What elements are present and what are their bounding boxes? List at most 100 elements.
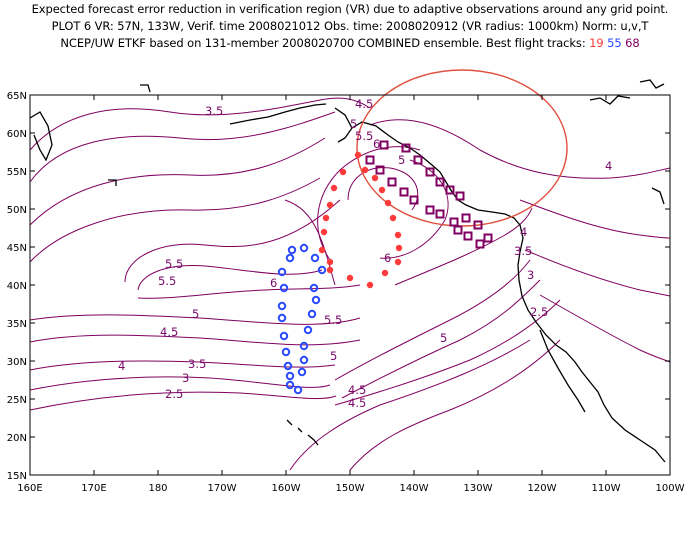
track-68-marker bbox=[455, 191, 465, 201]
header-line-3-text: NCEP/UW ETKF based on 131-member 2008020… bbox=[60, 36, 590, 50]
contour-line bbox=[394, 207, 533, 286]
latitude-axis: 65N 60N 55N 50N 45N 40N 35N 30N 25N 20N 15N bbox=[7, 91, 670, 482]
track-68-marker bbox=[453, 225, 463, 235]
contour-label: 6 bbox=[384, 251, 391, 265]
track-19-marker bbox=[394, 231, 402, 239]
track-19-marker bbox=[371, 174, 379, 182]
track-19-marker bbox=[320, 228, 328, 236]
track-68-marker bbox=[445, 185, 455, 195]
track-68-marker bbox=[425, 205, 435, 215]
coastline-kamchatka bbox=[29, 111, 53, 162]
contour-label: 5 bbox=[440, 331, 447, 345]
coastline-aleutians bbox=[229, 103, 327, 125]
header-line-1: Expected forecast error reduction in ver… bbox=[31, 2, 669, 16]
contour-label: 4.5 bbox=[355, 97, 373, 111]
track-19-marker bbox=[395, 244, 403, 252]
track-55-marker bbox=[285, 253, 295, 263]
contour-label: 5 bbox=[398, 153, 405, 167]
contour-line bbox=[369, 119, 671, 179]
lon-label: 170W bbox=[208, 483, 237, 494]
contour-line bbox=[334, 299, 561, 406]
contour-line bbox=[29, 314, 361, 325]
lat-label: 55N bbox=[7, 167, 27, 178]
contour-line bbox=[519, 199, 671, 239]
contour-line bbox=[29, 177, 321, 263]
contour-label: 4 bbox=[605, 159, 612, 173]
lat-label: 35N bbox=[7, 319, 27, 330]
contour-label: 6 bbox=[373, 137, 380, 151]
header-line-2: PLOT 6 VR: 57N, 133W, Verif. time 200802… bbox=[51, 19, 649, 33]
lon-label: 180 bbox=[148, 483, 167, 494]
track-19-marker bbox=[394, 258, 402, 266]
track-68-label: 68 bbox=[625, 36, 640, 50]
contour-label: 4 bbox=[520, 225, 527, 239]
contour-line bbox=[29, 376, 331, 391]
contour-label: 5.5 bbox=[158, 274, 176, 288]
contour-line bbox=[379, 159, 449, 259]
contour-labels: 3.5 4.555.565 45.55.565.554.54 3.532.554.54… bbox=[118, 97, 612, 410]
track-68-marker bbox=[425, 167, 435, 177]
track-68-marker bbox=[435, 209, 445, 219]
track-19-marker bbox=[378, 186, 386, 194]
track-55-marker bbox=[277, 313, 287, 323]
contour-lines bbox=[29, 97, 671, 471]
track-19-marker bbox=[318, 246, 326, 254]
track-55-marker bbox=[287, 245, 297, 255]
contour-line bbox=[334, 259, 531, 381]
track-55-marker bbox=[311, 295, 321, 305]
contour-line bbox=[137, 265, 323, 291]
track-68-marker bbox=[399, 187, 409, 197]
contour-line bbox=[349, 339, 561, 471]
lon-label: 100W bbox=[656, 483, 685, 494]
coastline-island bbox=[651, 187, 665, 205]
coastline-island bbox=[589, 95, 631, 105]
lat-label: 30N bbox=[7, 357, 27, 368]
track-19-marker bbox=[366, 281, 374, 289]
contour-line bbox=[29, 137, 326, 226]
track-19-label: 19 bbox=[589, 36, 604, 50]
track-55-marker bbox=[309, 283, 319, 293]
track-55-label: 55 bbox=[607, 36, 622, 50]
track-55-marker bbox=[303, 325, 313, 335]
lat-label: 25N bbox=[7, 395, 27, 406]
lon-label: 160E bbox=[17, 483, 42, 494]
track-19-marker bbox=[346, 274, 354, 282]
track-19-marker bbox=[381, 269, 389, 277]
lat-label: 65N bbox=[7, 91, 27, 102]
coastline-alaska bbox=[334, 107, 666, 463]
track-55-marker bbox=[279, 331, 289, 341]
contour-label: 4 bbox=[118, 359, 125, 373]
lon-label: 130W bbox=[464, 483, 493, 494]
track-68-marker bbox=[375, 165, 385, 175]
contour-label: 4.5 bbox=[348, 383, 366, 397]
contour-line bbox=[29, 111, 336, 183]
track-55-marker bbox=[299, 355, 309, 365]
contour-line bbox=[539, 294, 671, 363]
track-55-marker bbox=[277, 267, 287, 277]
lon-label: 160W bbox=[272, 483, 301, 494]
track-55-marker bbox=[285, 380, 295, 390]
track-55-marker bbox=[277, 301, 287, 311]
contour-label: 3.5 bbox=[514, 244, 532, 258]
lat-label: 20N bbox=[7, 433, 27, 444]
contour-label: 6 bbox=[270, 276, 277, 290]
contour-line bbox=[289, 339, 531, 471]
contour-line bbox=[29, 97, 371, 151]
track-55-marker bbox=[307, 309, 317, 319]
contour-label: 5 bbox=[330, 349, 337, 363]
contour-label: 2.5 bbox=[530, 305, 548, 319]
track-68-marker bbox=[483, 233, 493, 243]
track-55-marker bbox=[279, 283, 289, 293]
contour-line bbox=[29, 360, 336, 371]
track-68-marker bbox=[379, 140, 389, 150]
track-68-marker bbox=[475, 239, 485, 249]
track-68-marker bbox=[387, 177, 397, 187]
contour-line bbox=[524, 249, 671, 297]
coastline-island bbox=[639, 79, 665, 89]
longitude-axis: 160E 170E 180 170W 160W 150W 140W 130W 120W 110W 1… bbox=[17, 95, 685, 494]
track-19-markers bbox=[318, 151, 403, 289]
map-frame bbox=[29, 94, 671, 476]
contour-label: 3 bbox=[182, 371, 189, 385]
contour-label: 5.5 bbox=[355, 129, 373, 143]
track-68-marker bbox=[473, 220, 483, 230]
